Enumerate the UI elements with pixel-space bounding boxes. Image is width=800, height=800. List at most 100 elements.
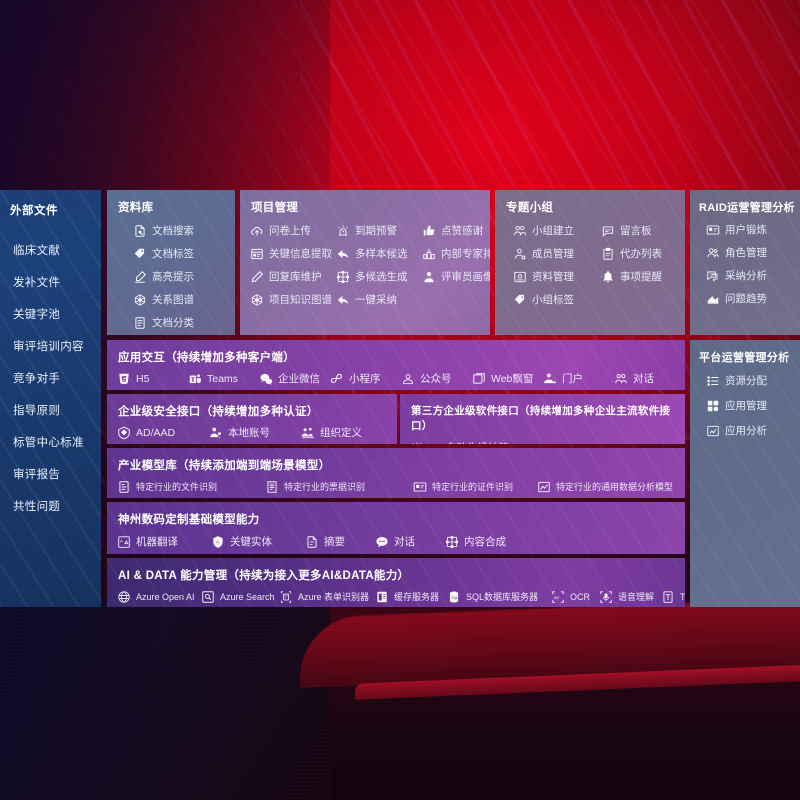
document-list-icon xyxy=(133,316,147,330)
ai-item-official-account[interactable]: 公众号 xyxy=(401,372,472,386)
tg-item-todo-list[interactable]: 代办列表 xyxy=(601,247,685,261)
kb-label: 文档标签 xyxy=(152,247,194,260)
sidebar-item-review-report[interactable]: 审评报告 xyxy=(13,469,61,481)
html5-icon xyxy=(117,372,131,386)
sec-label: AD/AAD xyxy=(136,426,176,439)
raid-item-user-profile[interactable]: 用户锻炼 xyxy=(706,223,800,237)
plat-item-app-management[interactable]: 应用管理 xyxy=(706,399,800,413)
pm-item-multi-sample-candidates[interactable]: 多样本候选 xyxy=(336,247,422,261)
aid-item-azure-search[interactable]: Azure Search xyxy=(201,590,279,604)
plat-item-app-analysis[interactable]: 应用分析 xyxy=(706,424,800,438)
bell-icon xyxy=(601,270,615,284)
pm-label: 问卷上传 xyxy=(269,224,311,237)
sidebar-item-keyword-pool[interactable]: 关键字池 xyxy=(13,309,61,321)
aid-label: SQL数据库服务器 xyxy=(466,591,539,602)
ai-item-teams[interactable]: Teams xyxy=(188,372,259,386)
bm-item-key-entity[interactable]: A 关键实体 xyxy=(211,535,305,549)
pm-item-expiry-alert[interactable]: 到期预警 xyxy=(336,224,422,238)
ai-item-web-popup[interactable]: Web飘窗 xyxy=(472,372,543,386)
tp-item-api-designer[interactable]: API自动化设计器 xyxy=(410,441,685,444)
pm-item-questionnaire-upload[interactable]: 问卷上传 xyxy=(250,224,336,238)
raid-item-adoption-analysis[interactable]: QA 采纳分析 xyxy=(706,269,800,283)
ai-label: Web飘窗 xyxy=(491,372,534,385)
aid-item-cache-server[interactable]: 缓存服务器 xyxy=(375,590,447,604)
project-management-title: 项目管理 xyxy=(251,202,299,214)
tg-item-group-tag[interactable]: 小组标签 xyxy=(513,293,601,307)
kb-item-document-search[interactable]: 文档搜索 xyxy=(133,224,235,238)
pm-item-project-knowledge-graph[interactable]: 项目知识图谱 xyxy=(250,293,336,307)
tg-item-item-reminder[interactable]: 事项提醒 xyxy=(601,270,685,284)
sidebar-item-common-issues[interactable]: 共性问题 xyxy=(13,501,61,513)
pm-label: 项目知识图谱 xyxy=(269,293,332,306)
cloud-upload-icon xyxy=(250,224,264,238)
ocr-icon: ocr xyxy=(551,590,565,604)
bm-label: 摘要 xyxy=(324,535,345,548)
ai-item-h5[interactable]: H5 xyxy=(117,372,188,386)
sec-item-local-account[interactable]: 本地账号 xyxy=(209,426,301,440)
aid-item-tts[interactable]: TTS xyxy=(661,590,685,604)
kb-item-document-tag[interactable]: 文档标签 xyxy=(133,247,235,261)
sec-item-org-definition[interactable]: 组织定义 xyxy=(301,426,397,440)
wecom-icon xyxy=(259,372,273,386)
ai-label: 公众号 xyxy=(420,372,452,385)
group-icon xyxy=(706,246,720,260)
pm-label: 到期预警 xyxy=(355,224,397,237)
kb-item-document-category[interactable]: 文档分类 xyxy=(133,316,235,330)
compose-grid-icon xyxy=(445,535,459,549)
aid-item-voice-understanding[interactable]: 语音理解 xyxy=(599,590,661,604)
bm-item-content-synthesis[interactable]: 内容合成 xyxy=(445,535,685,549)
sidebar-item-clinical-literature[interactable]: 临床文献 xyxy=(13,245,61,257)
pm-item-reply-library[interactable]: 回复库维护 xyxy=(250,270,336,284)
ai-item-portal[interactable]: 门户 xyxy=(543,372,614,386)
sidebar-item-review-training[interactable]: 审评培训内容 xyxy=(13,341,84,353)
plat-item-resource-allocation[interactable]: 资源分配 xyxy=(706,374,800,388)
tg-item-message-board[interactable]: 留言板 xyxy=(601,224,685,238)
aid-item-azure-openai[interactable]: Azure Open AI xyxy=(117,590,201,604)
im-item-data-analysis-model[interactable]: 特定行业的通用数据分析模型 xyxy=(537,480,685,494)
pm-item-reviewer-profile[interactable]: 评审员画像 xyxy=(422,270,490,284)
aid-item-sql-database[interactable]: SQL SQL数据库服务器 xyxy=(447,590,551,604)
raid-item-role-management[interactable]: 角色管理 xyxy=(706,246,800,260)
ai-item-dialog[interactable]: 对话 xyxy=(614,372,685,386)
highlighter-icon xyxy=(133,270,147,284)
kb-item-relation-graph[interactable]: 关系图谱 xyxy=(133,293,235,307)
panel-knowledge-base: 资料库 文档搜索 文档标签 高亮提示 关系图谱 xyxy=(107,190,235,335)
tg-item-create-group[interactable]: 小组建立 xyxy=(513,224,601,238)
search-box-icon xyxy=(201,590,215,604)
sidebar-item-supplement-docs[interactable]: 发补文件 xyxy=(13,277,61,289)
app-interaction-title: 应用交互（持续增加多种客户端） xyxy=(118,352,295,364)
trend-chart-icon xyxy=(706,292,720,306)
org-people-icon xyxy=(301,426,315,440)
bm-item-machine-translation[interactable]: A 机器翻译 xyxy=(117,535,211,549)
tg-label: 成员管理 xyxy=(532,247,574,260)
sec-item-ad-aad[interactable]: AD/AAD xyxy=(117,426,209,440)
pm-item-internal-expert-ranking[interactable]: 内部专家排名 xyxy=(422,247,490,261)
pm-item-one-click-adopt[interactable]: 一键采纳 xyxy=(336,293,422,307)
pm-item-key-info-extract[interactable]: 关键信息提取 xyxy=(250,247,336,261)
ai-item-wecom[interactable]: 企业微信 xyxy=(259,372,330,386)
sidebar-item-standards-center[interactable]: 标管中心标准 xyxy=(13,437,84,449)
im-item-receipt-recognition[interactable]: 特定行业的票据识别 xyxy=(265,480,413,494)
raid-item-issue-trend[interactable]: 问题趋势 xyxy=(706,292,800,306)
aid-item-form-recognizer[interactable]: Azure 表单识别器 xyxy=(279,590,375,604)
tg-item-material-management[interactable]: 资料管理 xyxy=(513,270,601,284)
data-analysis-icon xyxy=(537,480,551,494)
im-item-id-recognition[interactable]: 特定行业的证件识别 xyxy=(413,480,537,494)
bm-item-dialog[interactable]: 对话 xyxy=(375,535,445,549)
aid-item-ocr[interactable]: ocr OCR xyxy=(551,590,599,604)
pm-item-like-thanks[interactable]: 点赞感谢 xyxy=(422,224,490,238)
translate-icon: A xyxy=(117,535,131,549)
qa-chat-icon: QA xyxy=(706,269,720,283)
topic-group-title: 专题小组 xyxy=(506,202,554,214)
ai-item-miniprogram[interactable]: 小程序 xyxy=(330,372,401,386)
im-item-file-recognition[interactable]: 特定行业的文件识别 xyxy=(117,480,265,494)
kb-item-highlight[interactable]: 高亮提示 xyxy=(133,270,235,284)
bm-label: 机器翻译 xyxy=(136,535,178,548)
bm-item-summary[interactable]: 摘要 xyxy=(305,535,375,549)
tg-item-member-management[interactable]: 成员管理 xyxy=(513,247,601,261)
raid-label: 采纳分析 xyxy=(725,269,767,282)
sidebar-item-guidelines[interactable]: 指导原则 xyxy=(13,405,61,417)
sidebar-item-competitors[interactable]: 竞争对手 xyxy=(13,373,61,385)
pm-item-multi-candidate-gen[interactable]: 多候选生成 xyxy=(336,270,422,284)
